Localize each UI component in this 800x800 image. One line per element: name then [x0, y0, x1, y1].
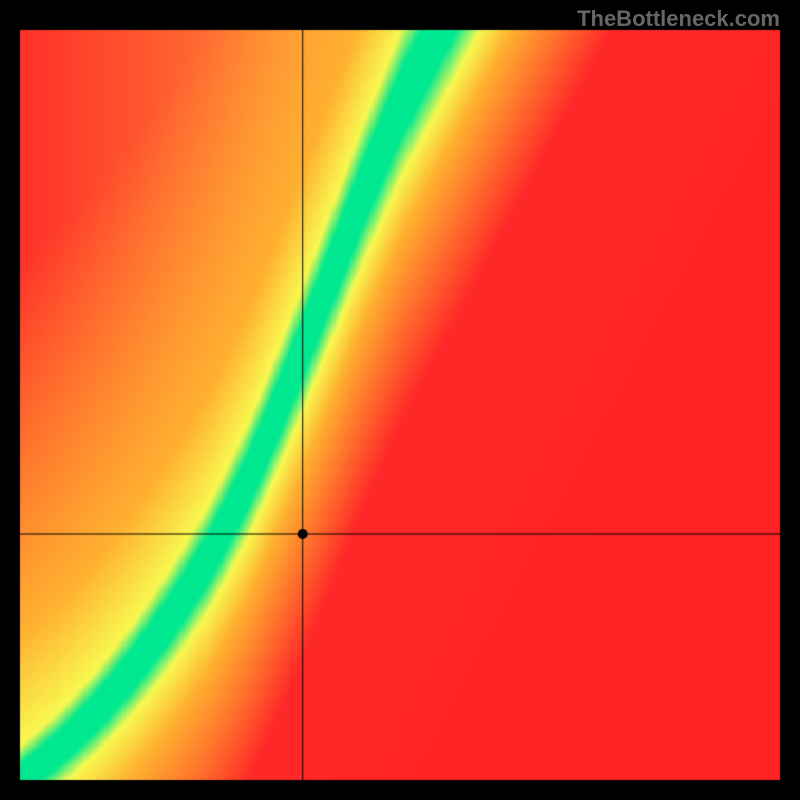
heatmap-canvas: [0, 0, 800, 800]
watermark-text: TheBottleneck.com: [577, 6, 780, 32]
chart-container: TheBottleneck.com: [0, 0, 800, 800]
